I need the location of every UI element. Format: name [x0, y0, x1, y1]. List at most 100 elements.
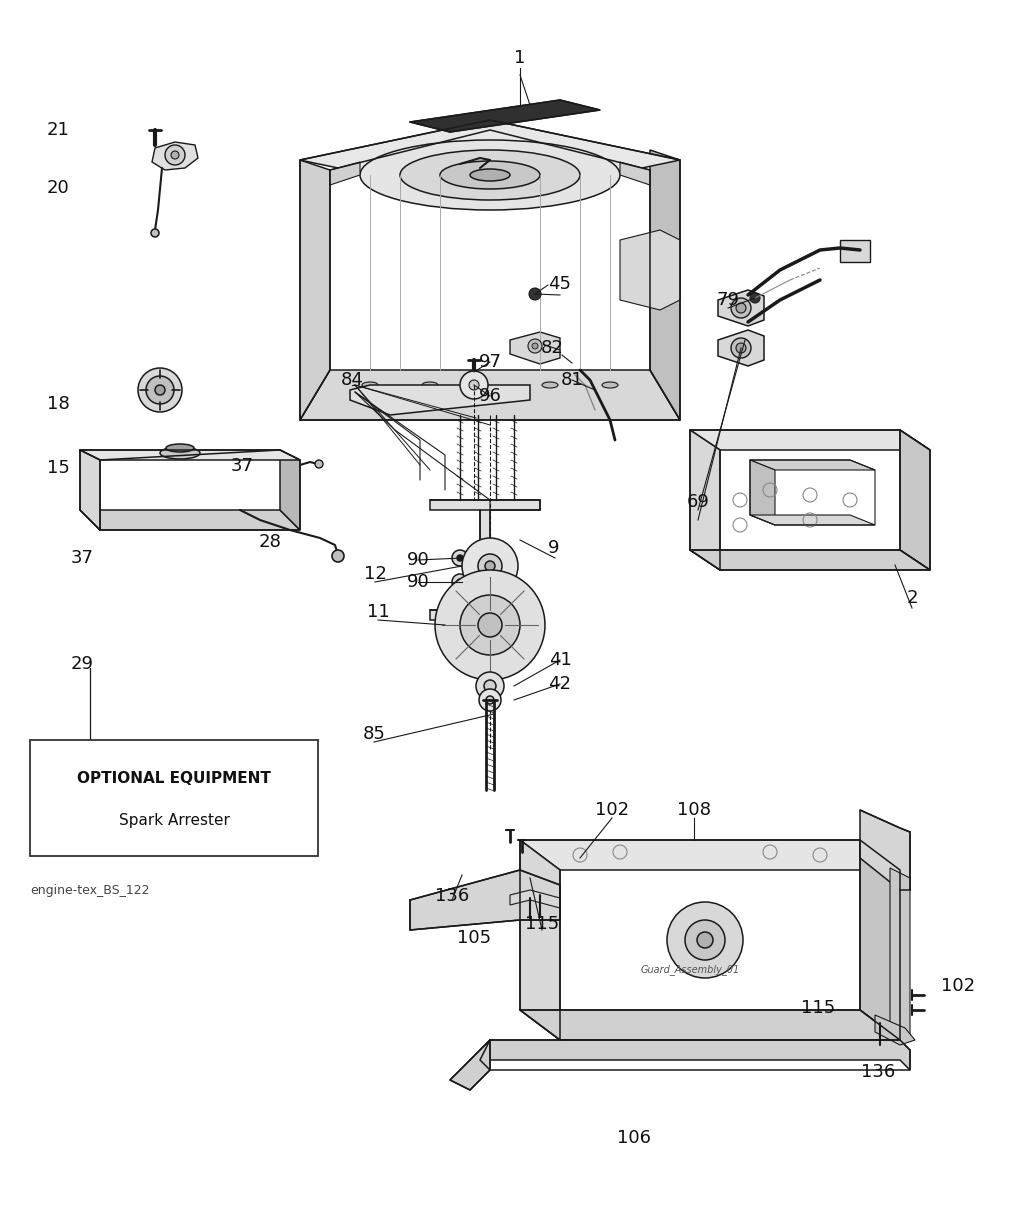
Polygon shape — [690, 549, 930, 570]
Polygon shape — [860, 840, 900, 1040]
Text: 29: 29 — [71, 655, 93, 673]
Polygon shape — [430, 500, 540, 620]
Text: 136: 136 — [435, 887, 469, 906]
Bar — [30, 740, 318, 856]
Ellipse shape — [602, 382, 618, 388]
Circle shape — [171, 152, 179, 159]
Circle shape — [731, 338, 751, 359]
Circle shape — [479, 689, 501, 711]
Circle shape — [457, 554, 463, 561]
Text: 90: 90 — [407, 573, 429, 591]
Circle shape — [478, 614, 502, 637]
Circle shape — [469, 379, 479, 391]
Polygon shape — [350, 386, 530, 415]
Circle shape — [484, 680, 496, 692]
Circle shape — [486, 696, 494, 703]
Text: 2: 2 — [906, 589, 918, 607]
Polygon shape — [750, 460, 874, 469]
Text: 79: 79 — [717, 291, 739, 309]
Polygon shape — [718, 290, 764, 326]
Text: 108: 108 — [677, 801, 711, 819]
Polygon shape — [280, 450, 300, 530]
Polygon shape — [300, 120, 680, 200]
Polygon shape — [520, 1010, 900, 1040]
Polygon shape — [620, 230, 680, 310]
Circle shape — [155, 386, 165, 395]
Polygon shape — [80, 510, 300, 530]
Polygon shape — [690, 430, 930, 450]
Polygon shape — [410, 100, 600, 132]
Text: 90: 90 — [407, 551, 429, 569]
Ellipse shape — [542, 382, 558, 388]
Text: 84: 84 — [341, 371, 364, 389]
Text: 105: 105 — [457, 929, 492, 947]
Text: engine-tex_BS_122: engine-tex_BS_122 — [30, 885, 150, 897]
Circle shape — [697, 931, 713, 947]
Circle shape — [457, 579, 463, 585]
Text: 69: 69 — [686, 493, 710, 511]
Circle shape — [165, 145, 185, 165]
Polygon shape — [690, 430, 720, 570]
Text: 102: 102 — [941, 977, 975, 995]
Text: 12: 12 — [364, 565, 386, 583]
Text: 115: 115 — [801, 999, 836, 1016]
Text: 28: 28 — [259, 533, 282, 551]
Text: 37: 37 — [71, 549, 93, 567]
Text: 11: 11 — [367, 602, 389, 621]
Circle shape — [685, 920, 725, 960]
Text: 96: 96 — [478, 387, 502, 405]
Polygon shape — [900, 430, 930, 570]
Text: Spark Arrester: Spark Arrester — [119, 812, 229, 828]
Polygon shape — [152, 142, 198, 170]
Text: 136: 136 — [861, 1063, 895, 1080]
Circle shape — [452, 574, 468, 590]
Circle shape — [731, 298, 751, 318]
Circle shape — [138, 368, 182, 411]
Ellipse shape — [160, 447, 200, 460]
Circle shape — [667, 902, 743, 978]
Polygon shape — [480, 1040, 910, 1071]
Polygon shape — [718, 330, 764, 366]
Polygon shape — [620, 161, 650, 185]
Text: 115: 115 — [525, 915, 559, 933]
Ellipse shape — [400, 150, 580, 200]
Polygon shape — [750, 460, 775, 525]
Polygon shape — [874, 1015, 915, 1045]
Circle shape — [146, 376, 174, 404]
Text: Guard_Assembly_01: Guard_Assembly_01 — [640, 965, 739, 976]
Text: 20: 20 — [47, 179, 70, 197]
Polygon shape — [410, 870, 560, 930]
Polygon shape — [510, 890, 560, 908]
Circle shape — [460, 595, 520, 655]
Text: 102: 102 — [595, 801, 629, 819]
Ellipse shape — [422, 382, 438, 388]
Ellipse shape — [360, 140, 620, 209]
Polygon shape — [860, 809, 910, 890]
Polygon shape — [840, 240, 870, 262]
Polygon shape — [80, 450, 300, 460]
Circle shape — [151, 229, 159, 237]
Polygon shape — [750, 515, 874, 525]
Text: 45: 45 — [549, 275, 571, 293]
Text: 9: 9 — [548, 540, 560, 557]
Text: 85: 85 — [362, 724, 385, 743]
Circle shape — [478, 554, 502, 578]
Polygon shape — [300, 370, 680, 420]
Text: 42: 42 — [549, 675, 571, 692]
Circle shape — [736, 303, 746, 313]
Text: 82: 82 — [541, 339, 563, 357]
Text: 81: 81 — [560, 371, 584, 389]
Circle shape — [485, 561, 495, 570]
Polygon shape — [300, 160, 330, 420]
Text: 18: 18 — [47, 395, 70, 413]
Ellipse shape — [362, 382, 378, 388]
Circle shape — [736, 342, 746, 354]
Circle shape — [452, 549, 468, 565]
Polygon shape — [510, 331, 560, 363]
Text: OPTIONAL EQUIPMENT: OPTIONAL EQUIPMENT — [77, 770, 271, 786]
Circle shape — [462, 538, 518, 594]
Text: 41: 41 — [549, 650, 571, 669]
Text: 106: 106 — [617, 1129, 651, 1147]
Polygon shape — [330, 161, 360, 185]
Circle shape — [750, 293, 760, 303]
